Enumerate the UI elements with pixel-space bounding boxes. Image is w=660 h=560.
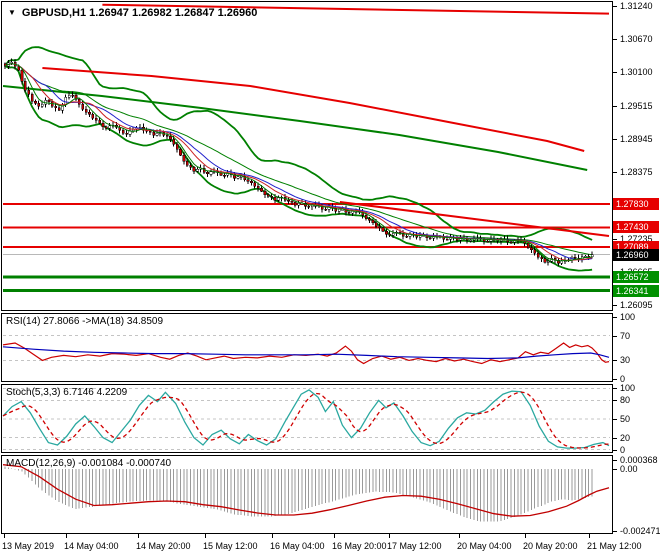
- price-tick-label: 1.30670: [620, 34, 653, 44]
- price-tick-label: 1.29515: [620, 101, 653, 111]
- price-tick-label: 80: [620, 395, 631, 405]
- price-tick-mark: [613, 379, 617, 380]
- time-tick-mark: [589, 534, 590, 538]
- symbol-ohlc-label: GBPUSD,H1 1.26947 1.26982 1.26847 1.2696…: [21, 7, 258, 19]
- price-tick-label: 50: [620, 414, 631, 424]
- price-tick-mark: [613, 438, 617, 439]
- price-tick-label: -0.002471: [620, 526, 660, 536]
- time-tick-mark: [525, 534, 526, 538]
- price-tick-mark: [613, 419, 617, 420]
- macd-label: MACD(12,26,9) -0.001084 -0.000740: [6, 458, 172, 469]
- price-tick-mark: [613, 388, 617, 389]
- chart-symbol-title: ▼ GBPUSD,H1 1.26947 1.26982 1.26847 1.26…: [8, 7, 257, 19]
- price-tick-label: 20: [620, 433, 631, 443]
- price-badge: 1.27430: [613, 221, 659, 233]
- time-tick-label: 20 May 04:00: [457, 541, 512, 551]
- symbol-dropdown-icon[interactable]: ▼: [8, 8, 16, 17]
- time-tick-label: 17 May 12:00: [387, 541, 442, 551]
- stochastic-pane[interactable]: Stoch(5,3,3) 6.7146 4.2209: [1, 384, 613, 453]
- price-badge: 1.26341: [613, 285, 659, 297]
- price-tick-label: 1.28945: [620, 134, 653, 144]
- time-tick-label: 16 May 20:00: [332, 541, 387, 551]
- price-badge: 1.27830: [613, 198, 659, 210]
- price-tick-label: 0.000368: [620, 455, 658, 465]
- time-tick-mark: [4, 534, 5, 538]
- time-tick-label: 16 May 04:00: [270, 541, 325, 551]
- price-tick-label: 100: [620, 312, 636, 322]
- price-tick-mark: [613, 360, 617, 361]
- time-tick-label: 20 May 20:00: [523, 541, 578, 551]
- rsi-label: RSI(14) 27.8066 ->MA(18) 34.8509: [6, 316, 164, 327]
- price-tick-label: 1.28375: [620, 167, 653, 177]
- macd-canvas[interactable]: [2, 456, 612, 533]
- price-tick-label: 100: [620, 383, 636, 393]
- time-axis[interactable]: 13 May 2019 14 May 04:00 14 May 20:00 15 Ma…: [0, 534, 660, 560]
- main-chart-pane[interactable]: ▼ GBPUSD,H1 1.26947 1.26982 1.26847 1.26…: [1, 1, 613, 311]
- time-tick-label: 14 May 20:00: [136, 541, 191, 551]
- time-tick-label: 21 May 12:00: [587, 541, 642, 551]
- time-tick-mark: [66, 534, 67, 538]
- price-tick-label: 1.27235: [620, 234, 653, 244]
- price-tick-mark: [613, 72, 617, 73]
- time-tick-mark: [334, 534, 335, 538]
- time-tick-label: 13 May 2019: [2, 541, 55, 551]
- price-tick-mark: [613, 317, 617, 318]
- price-tick-label: 0: [620, 374, 626, 384]
- macd-pane[interactable]: MACD(12,26,9) -0.001084 -0.000740: [1, 455, 613, 534]
- time-tick-mark: [389, 534, 390, 538]
- price-axis[interactable]: 1.31240 1.30670 1.30100 1.29515 1.28945 1.283…: [613, 0, 660, 536]
- main-chart-canvas[interactable]: [2, 2, 612, 310]
- price-tick-mark: [613, 39, 617, 40]
- price-tick-mark: [613, 6, 617, 7]
- price-tick-mark: [613, 305, 617, 306]
- price-tick-label: 70: [620, 331, 631, 341]
- price-tick-mark: [613, 336, 617, 337]
- price-tick-mark: [613, 460, 617, 461]
- rsi-pane[interactable]: RSI(14) 27.8066 ->MA(18) 34.8509: [1, 313, 613, 382]
- price-tick-label: 30: [620, 355, 631, 365]
- time-tick-label: 14 May 04:00: [64, 541, 119, 551]
- price-tick-label: 1.30100: [620, 67, 653, 77]
- price-tick-label: 0: [620, 445, 626, 455]
- price-tick-mark: [613, 139, 617, 140]
- price-tick-mark: [613, 469, 617, 470]
- price-tick-label: 0.00: [620, 464, 638, 474]
- price-tick-label: 1.31240: [620, 1, 653, 11]
- stochastic-canvas[interactable]: [2, 385, 612, 452]
- price-tick-mark: [613, 450, 617, 451]
- time-tick-label: 15 May 12:00: [203, 541, 258, 551]
- time-tick-mark: [459, 534, 460, 538]
- time-tick-mark: [138, 534, 139, 538]
- price-badge: 1.26960: [613, 249, 659, 261]
- price-tick-label: 1.26095: [620, 300, 653, 310]
- price-badge: 1.26572: [613, 271, 659, 283]
- price-tick-mark: [613, 400, 617, 401]
- price-tick-mark: [613, 531, 617, 532]
- time-tick-mark: [205, 534, 206, 538]
- price-tick-mark: [613, 106, 617, 107]
- price-tick-mark: [613, 239, 617, 240]
- stochastic-label: Stoch(5,3,3) 6.7146 4.2209: [6, 387, 128, 398]
- time-tick-mark: [272, 534, 273, 538]
- price-tick-mark: [613, 172, 617, 173]
- rsi-canvas[interactable]: [2, 314, 612, 381]
